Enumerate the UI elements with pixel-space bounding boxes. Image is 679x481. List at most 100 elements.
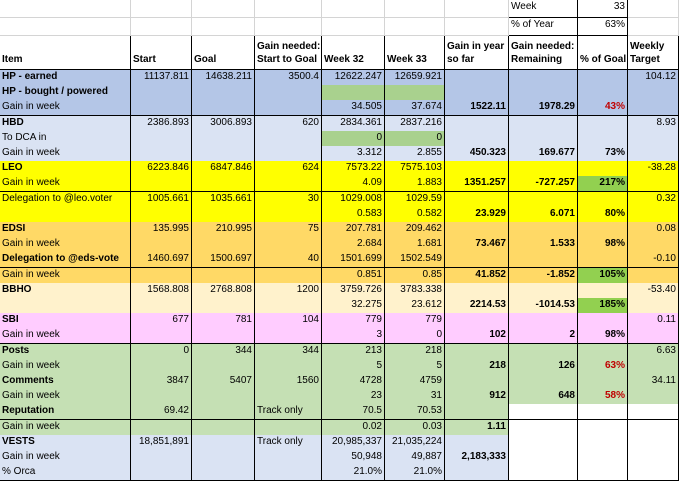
cell-goal[interactable] xyxy=(192,435,255,451)
cell-start[interactable]: 0 xyxy=(131,344,192,360)
empty-cell[interactable] xyxy=(255,18,322,36)
cell-item[interactable]: Gain in week xyxy=(0,100,131,116)
cell-pct[interactable] xyxy=(578,192,628,208)
cell-item[interactable]: Gain in week xyxy=(0,359,131,375)
cell-gy[interactable]: 1522.11 xyxy=(445,100,509,116)
cell-item[interactable]: Delegation to @eds-vote xyxy=(0,252,131,268)
cell-w33[interactable]: 37.674 xyxy=(385,100,445,116)
header-goal[interactable]: Goal xyxy=(192,36,255,70)
cell-w33[interactable]: 1502.549 xyxy=(385,252,445,268)
cell-need[interactable] xyxy=(255,359,322,375)
cell-gy[interactable]: 912 xyxy=(445,389,509,405)
cell-need[interactable] xyxy=(255,298,322,314)
cell-gy[interactable] xyxy=(445,161,509,177)
cell-start[interactable] xyxy=(131,85,192,101)
cell-rem[interactable]: -727.257 xyxy=(509,176,578,192)
cell-rem[interactable] xyxy=(509,374,578,390)
cell-pct[interactable] xyxy=(578,404,628,420)
cell-wt[interactable] xyxy=(628,359,679,375)
cell-gy[interactable] xyxy=(445,435,509,451)
cell-item[interactable]: Gain in week xyxy=(0,146,131,162)
cell-pct[interactable]: 105% xyxy=(578,268,628,284)
cell-need[interactable] xyxy=(255,131,322,147)
header-wt[interactable]: Weekly Target xyxy=(628,36,679,70)
cell-rem[interactable]: 2 xyxy=(509,328,578,344)
empty-cell[interactable] xyxy=(445,18,509,36)
cell-w32[interactable]: 12622.247 xyxy=(322,70,385,86)
cell-goal[interactable] xyxy=(192,359,255,375)
cell-pct[interactable] xyxy=(578,465,628,481)
cell-item[interactable]: HP - bought / powered xyxy=(0,85,131,101)
cell-goal[interactable] xyxy=(192,100,255,116)
cell-goal[interactable] xyxy=(192,298,255,314)
cell-need[interactable]: 1560 xyxy=(255,374,322,390)
cell-goal[interactable] xyxy=(192,176,255,192)
cell-need[interactable]: 3500.4 xyxy=(255,70,322,86)
cell-item[interactable] xyxy=(0,207,131,223)
empty-cell[interactable] xyxy=(131,18,192,36)
cell-pct[interactable]: 98% xyxy=(578,328,628,344)
cell-w32[interactable]: 207.781 xyxy=(322,222,385,238)
cell-w32[interactable]: 3 xyxy=(322,328,385,344)
cell-w32[interactable]: 32.275 xyxy=(322,298,385,314)
cell-w33[interactable]: 4759 xyxy=(385,374,445,390)
cell-w32[interactable]: 1029.008 xyxy=(322,192,385,208)
cell-pct[interactable]: 217% xyxy=(578,176,628,192)
cell-item[interactable]: HP - earned xyxy=(0,70,131,86)
header-item[interactable]: Item xyxy=(0,36,131,70)
cell-wt[interactable] xyxy=(628,328,679,344)
cell-rem[interactable] xyxy=(509,131,578,147)
cell-w33[interactable]: 0.85 xyxy=(385,268,445,284)
cell-pct[interactable] xyxy=(578,374,628,390)
cell-start[interactable] xyxy=(131,465,192,481)
cell-wt[interactable] xyxy=(628,435,679,451)
cell-w33[interactable]: 1.681 xyxy=(385,237,445,253)
cell-rem[interactable] xyxy=(509,420,578,436)
cell-rem[interactable]: -1014.53 xyxy=(509,298,578,314)
cell-item[interactable]: EDSI xyxy=(0,222,131,238)
cell-rem[interactable] xyxy=(509,435,578,451)
cell-goal[interactable]: 5407 xyxy=(192,374,255,390)
cell-w32[interactable]: 23 xyxy=(322,389,385,405)
empty-cell[interactable] xyxy=(385,18,445,36)
cell-goal[interactable]: 14638.211 xyxy=(192,70,255,86)
cell-pct[interactable]: 73% xyxy=(578,146,628,162)
cell-rem[interactable] xyxy=(509,404,578,420)
cell-item[interactable]: VESTS xyxy=(0,435,131,451)
cell-gy[interactable] xyxy=(445,344,509,360)
cell-need[interactable] xyxy=(255,420,322,436)
cell-start[interactable] xyxy=(131,207,192,223)
cell-w33[interactable]: 0 xyxy=(385,328,445,344)
cell-w33[interactable] xyxy=(385,85,445,101)
cell-wt[interactable] xyxy=(628,268,679,284)
cell-w33[interactable]: 31 xyxy=(385,389,445,405)
cell-need[interactable] xyxy=(255,146,322,162)
cell-wt[interactable] xyxy=(628,237,679,253)
cell-w33[interactable]: 0.582 xyxy=(385,207,445,223)
cell-goal[interactable]: 1500.697 xyxy=(192,252,255,268)
cell-item[interactable]: SBI xyxy=(0,313,131,329)
cell-goal[interactable] xyxy=(192,389,255,405)
cell-goal[interactable]: 781 xyxy=(192,313,255,329)
cell-need[interactable]: 620 xyxy=(255,116,322,132)
cell-wt[interactable]: 8.93 xyxy=(628,116,679,132)
cell-wt[interactable] xyxy=(628,100,679,116)
cell-gy[interactable] xyxy=(445,283,509,299)
cell-w32[interactable]: 213 xyxy=(322,344,385,360)
cell-w32[interactable]: 0.583 xyxy=(322,207,385,223)
cell-pct[interactable]: 58% xyxy=(578,389,628,405)
cell-goal[interactable] xyxy=(192,85,255,101)
cell-wt[interactable] xyxy=(628,85,679,101)
cell-w32[interactable]: 21.0% xyxy=(322,465,385,481)
cell-need[interactable]: Track only xyxy=(255,435,322,451)
empty-cell[interactable] xyxy=(445,0,509,18)
header-rem[interactable]: Gain needed: Remaining xyxy=(509,36,578,70)
cell-need[interactable] xyxy=(255,85,322,101)
cell-w32[interactable]: 779 xyxy=(322,313,385,329)
cell-need[interactable]: 344 xyxy=(255,344,322,360)
cell-goal[interactable]: 344 xyxy=(192,344,255,360)
cell-item[interactable]: BBHO xyxy=(0,283,131,299)
cell-gy[interactable] xyxy=(445,116,509,132)
cell-need[interactable]: Track only xyxy=(255,404,322,420)
cell-wt[interactable]: 104.12 xyxy=(628,70,679,86)
